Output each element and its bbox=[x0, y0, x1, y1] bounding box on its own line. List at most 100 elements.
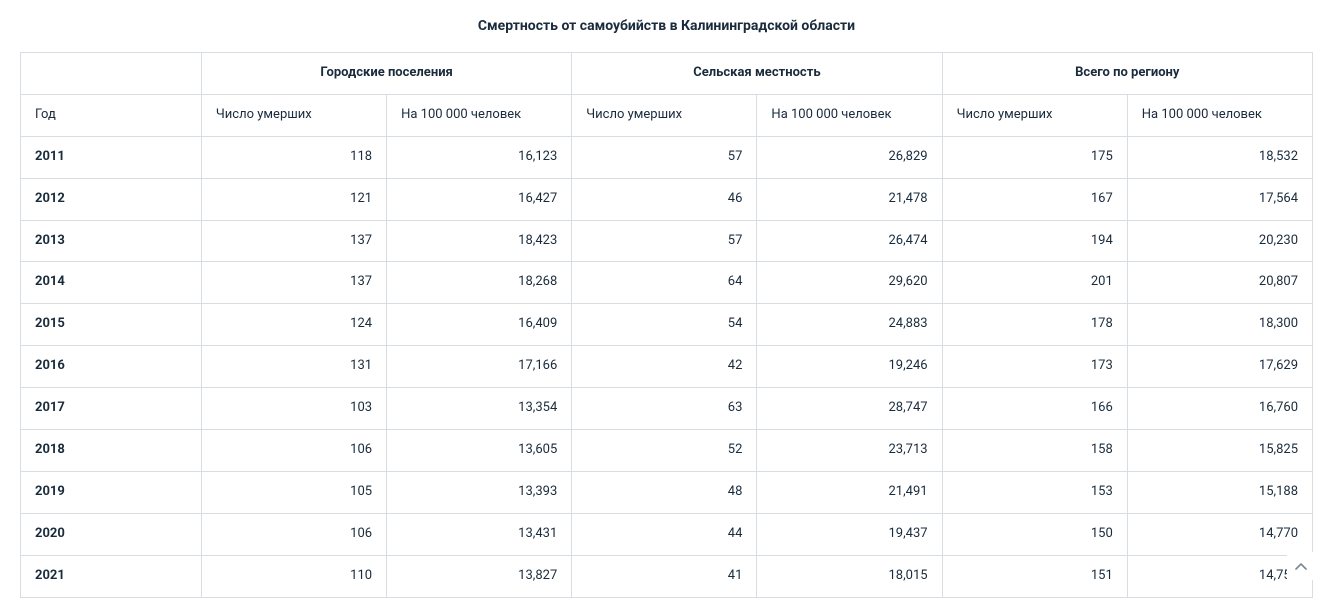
table-row: 202010613,4314419,43715014,770 bbox=[21, 513, 1313, 555]
cell-year: 2011 bbox=[21, 136, 202, 178]
cell-value: 105 bbox=[201, 471, 386, 513]
cell-year: 2021 bbox=[21, 555, 202, 597]
cell-value: 16,427 bbox=[387, 178, 572, 220]
header-urban-rate: На 100 000 человек bbox=[387, 94, 572, 136]
cell-value: 175 bbox=[942, 136, 1127, 178]
cell-value: 178 bbox=[942, 304, 1127, 346]
cell-value: 110 bbox=[201, 555, 386, 597]
cell-value: 20,807 bbox=[1127, 262, 1312, 304]
cell-value: 158 bbox=[942, 430, 1127, 472]
cell-value: 13,393 bbox=[387, 471, 572, 513]
cell-value: 13,431 bbox=[387, 513, 572, 555]
cell-value: 131 bbox=[201, 346, 386, 388]
cell-year: 2020 bbox=[21, 513, 202, 555]
cell-value: 29,620 bbox=[757, 262, 942, 304]
table-row: 201910513,3934821,49115315,188 bbox=[21, 471, 1313, 513]
cell-value: 137 bbox=[201, 262, 386, 304]
cell-year: 2019 bbox=[21, 471, 202, 513]
cell-value: 23,713 bbox=[757, 430, 942, 472]
cell-value: 46 bbox=[572, 178, 757, 220]
cell-year: 2013 bbox=[21, 220, 202, 262]
table-row: 201111816,1235726,82917518,532 bbox=[21, 136, 1313, 178]
cell-value: 16,409 bbox=[387, 304, 572, 346]
header-rural-rate: На 100 000 человек bbox=[757, 94, 942, 136]
cell-value: 16,123 bbox=[387, 136, 572, 178]
mortality-table: Городские поселения Сельская местность В… bbox=[20, 52, 1313, 598]
cell-value: 124 bbox=[201, 304, 386, 346]
cell-value: 24,883 bbox=[757, 304, 942, 346]
cell-value: 103 bbox=[201, 388, 386, 430]
cell-value: 42 bbox=[572, 346, 757, 388]
cell-value: 15,188 bbox=[1127, 471, 1312, 513]
cell-value: 166 bbox=[942, 388, 1127, 430]
cell-value: 118 bbox=[201, 136, 386, 178]
header-group-urban: Городские поселения bbox=[201, 53, 571, 95]
cell-value: 20,230 bbox=[1127, 220, 1312, 262]
cell-year: 2012 bbox=[21, 178, 202, 220]
cell-value: 48 bbox=[572, 471, 757, 513]
table-row: 201710313,3546328,74716616,760 bbox=[21, 388, 1313, 430]
cell-value: 16,760 bbox=[1127, 388, 1312, 430]
cell-value: 167 bbox=[942, 178, 1127, 220]
cell-value: 19,246 bbox=[757, 346, 942, 388]
cell-value: 18,300 bbox=[1127, 304, 1312, 346]
header-group-rural: Сельская местность bbox=[572, 53, 942, 95]
header-group-total: Всего по региону bbox=[942, 53, 1312, 95]
cell-value: 63 bbox=[572, 388, 757, 430]
cell-value: 57 bbox=[572, 136, 757, 178]
cell-value: 17,166 bbox=[387, 346, 572, 388]
cell-value: 54 bbox=[572, 304, 757, 346]
cell-value: 194 bbox=[942, 220, 1127, 262]
cell-value: 137 bbox=[201, 220, 386, 262]
cell-value: 52 bbox=[572, 430, 757, 472]
table-row: 201810613,6055223,71315815,825 bbox=[21, 430, 1313, 472]
cell-value: 19,437 bbox=[757, 513, 942, 555]
header-year: Год bbox=[21, 94, 202, 136]
cell-value: 13,827 bbox=[387, 555, 572, 597]
cell-year: 2018 bbox=[21, 430, 202, 472]
cell-value: 18,423 bbox=[387, 220, 572, 262]
table-row: 201313718,4235726,47419420,230 bbox=[21, 220, 1313, 262]
cell-year: 2015 bbox=[21, 304, 202, 346]
table-body: 201111816,1235726,82917518,532201212116,… bbox=[21, 136, 1313, 597]
cell-value: 173 bbox=[942, 346, 1127, 388]
cell-value: 28,747 bbox=[757, 388, 942, 430]
cell-value: 26,829 bbox=[757, 136, 942, 178]
cell-value: 18,268 bbox=[387, 262, 572, 304]
table-row: 201512416,4095424,88317818,300 bbox=[21, 304, 1313, 346]
cell-value: 17,564 bbox=[1127, 178, 1312, 220]
table-row: 201212116,4274621,47816717,564 bbox=[21, 178, 1313, 220]
header-rural-count: Число умерших bbox=[572, 94, 757, 136]
table-row: 202111013,8274118,01515114,758 bbox=[21, 555, 1313, 597]
cell-value: 151 bbox=[942, 555, 1127, 597]
cell-value: 18,015 bbox=[757, 555, 942, 597]
table-head: Городские поселения Сельская местность В… bbox=[21, 53, 1313, 137]
cell-value: 121 bbox=[201, 178, 386, 220]
cell-value: 106 bbox=[201, 513, 386, 555]
scroll-to-top-button[interactable] bbox=[1287, 552, 1315, 580]
cell-value: 44 bbox=[572, 513, 757, 555]
cell-value: 17,629 bbox=[1127, 346, 1312, 388]
page-title: Смертность от самоубийств в Калининградс… bbox=[20, 18, 1313, 34]
cell-year: 2016 bbox=[21, 346, 202, 388]
cell-value: 18,532 bbox=[1127, 136, 1312, 178]
cell-value: 14,770 bbox=[1127, 513, 1312, 555]
cell-year: 2014 bbox=[21, 262, 202, 304]
chevron-up-icon bbox=[1295, 558, 1307, 574]
cell-value: 41 bbox=[572, 555, 757, 597]
cell-value: 13,354 bbox=[387, 388, 572, 430]
cell-value: 64 bbox=[572, 262, 757, 304]
header-blank bbox=[21, 53, 202, 95]
cell-value: 15,825 bbox=[1127, 430, 1312, 472]
table-row: 201413718,2686429,62020120,807 bbox=[21, 262, 1313, 304]
header-urban-count: Число умерших bbox=[201, 94, 386, 136]
header-total-count: Число умерших bbox=[942, 94, 1127, 136]
cell-value: 153 bbox=[942, 471, 1127, 513]
cell-value: 14,758 bbox=[1127, 555, 1312, 597]
header-total-rate: На 100 000 человек bbox=[1127, 94, 1312, 136]
cell-value: 106 bbox=[201, 430, 386, 472]
cell-year: 2017 bbox=[21, 388, 202, 430]
cell-value: 150 bbox=[942, 513, 1127, 555]
cell-value: 57 bbox=[572, 220, 757, 262]
cell-value: 13,605 bbox=[387, 430, 572, 472]
